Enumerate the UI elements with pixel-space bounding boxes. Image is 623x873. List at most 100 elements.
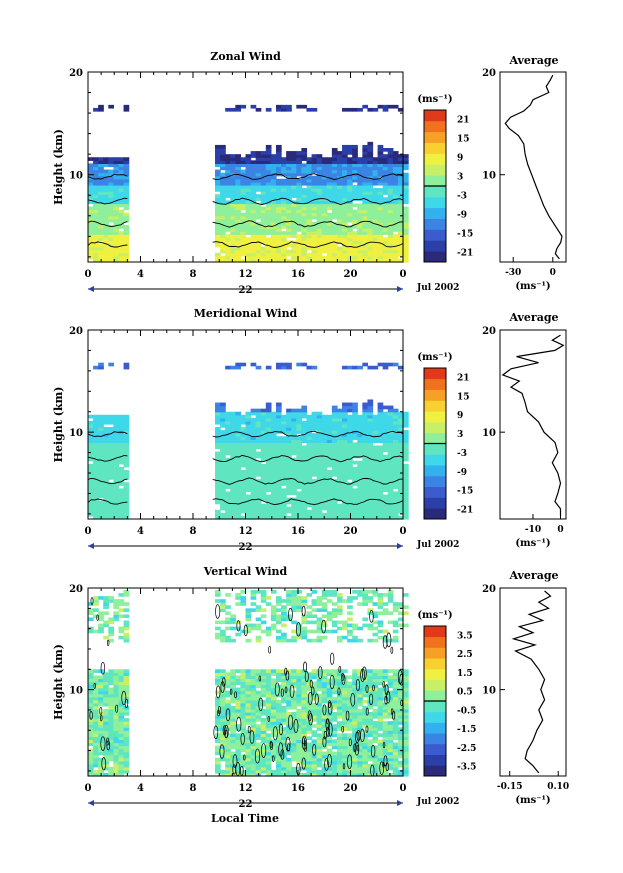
heatmap-cell [387, 512, 394, 517]
heatmap-cell [260, 215, 267, 220]
heatmap-cell [296, 681, 302, 686]
heatmap-cell [93, 473, 99, 477]
heatmap-cell [215, 699, 221, 704]
heatmap-cell [235, 593, 242, 597]
heatmap-cell [265, 476, 272, 480]
heatmap-cell [352, 469, 358, 474]
heatmap-cell [336, 635, 343, 640]
heatmap-cell [113, 163, 120, 168]
heatmap-cell [301, 252, 308, 257]
heatmap-cell [316, 763, 323, 768]
heatmap-cell [403, 249, 409, 254]
heatmap-cell [235, 166, 242, 171]
heatmap-cell [367, 515, 374, 520]
heatmap-cell [296, 448, 302, 453]
heatmap-cell [245, 206, 252, 211]
heatmap-cell [260, 614, 267, 619]
heatmap-cell [93, 488, 99, 493]
heatmap-cell [123, 635, 130, 640]
heatmap-cell [321, 690, 328, 695]
heatmap-cell [301, 212, 308, 217]
heatmap-cell [357, 760, 363, 765]
heatmap-cell [336, 669, 343, 673]
heatmap-cell [270, 221, 277, 226]
heatmap-cell [377, 243, 384, 248]
heatmap-cell [270, 228, 277, 232]
heatmap-cell [377, 494, 384, 499]
heatmap-cell [281, 708, 287, 713]
heatmap-cell [108, 485, 115, 489]
heatmap-cell [240, 225, 247, 229]
heatmap-cell [281, 623, 287, 628]
heatmap-cell [306, 188, 313, 192]
heatmap-cell [250, 163, 257, 168]
heatmap-cell [352, 209, 358, 214]
heatmap-cell [255, 255, 262, 260]
heatmap-cell [250, 742, 257, 747]
heatmap-cell [321, 457, 328, 462]
heatmap-cell [281, 693, 287, 698]
heatmap-cell [331, 590, 338, 594]
heatmap-cell [301, 681, 308, 686]
heatmap-cell [326, 718, 333, 722]
heatmap-cell [118, 742, 125, 747]
heatmap-cell [326, 231, 333, 235]
heatmap-cell [275, 157, 282, 161]
heatmap-cell [316, 506, 323, 511]
heatmap-cell [118, 491, 125, 496]
heatmap-cell [367, 469, 374, 474]
heatmap-cell [291, 234, 297, 238]
heatmap-cell [123, 678, 130, 683]
heatmap-cell [331, 258, 338, 263]
heatmap-cell [306, 485, 313, 489]
heatmap-cell [352, 742, 358, 747]
heatmap-cell [397, 249, 404, 254]
heatmap-cell [306, 727, 313, 731]
heatmap-cell [377, 181, 384, 186]
heatmap-cell [93, 485, 99, 489]
heatmap-cell [362, 476, 369, 480]
heatmap-cell [108, 718, 115, 722]
heatmap-cell [336, 485, 343, 489]
heatmap-cell [123, 748, 130, 753]
heatmap-cell [245, 172, 252, 177]
heatmap-cell [357, 469, 363, 474]
heatmap-cell [88, 451, 94, 456]
heatmap-cell [98, 715, 104, 719]
heatmap-cell [286, 197, 292, 201]
heatmap-cell [235, 104, 242, 109]
heatmap-cell [392, 246, 399, 251]
heatmap-cell [123, 509, 130, 514]
heatmap-cell [118, 669, 125, 673]
heatmap-cell [93, 228, 99, 232]
heatmap-cell [296, 246, 302, 251]
heatmap-cell [311, 200, 318, 205]
heatmap-cell [362, 181, 369, 186]
heatmap-cell [306, 693, 313, 698]
heatmap-cell [296, 454, 302, 459]
heatmap-cell [382, 442, 389, 447]
heatmap-cell [225, 194, 231, 198]
heatmap-cell [240, 457, 247, 462]
heatmap-cell [113, 181, 120, 186]
heatmap-cell [123, 206, 130, 211]
heatmap-cell [250, 166, 257, 171]
heatmap-cell [230, 730, 236, 734]
heatmap-cell [403, 255, 409, 260]
heatmap-cell [281, 255, 287, 260]
heatmap-cell [392, 184, 399, 189]
heatmap-cell [113, 500, 120, 505]
heatmap-cell [306, 466, 313, 471]
heatmap-cell [215, 445, 221, 450]
heatmap-cell [377, 506, 384, 511]
heatmap-cell [225, 169, 231, 174]
heatmap-cell [93, 687, 99, 692]
heatmap-cell [306, 675, 313, 680]
heatmap-cell [123, 684, 130, 689]
heatmap-cell [301, 632, 308, 637]
heatmap-cell [301, 620, 308, 625]
heatmap-cell [331, 491, 338, 496]
heatmap-cell [225, 512, 231, 517]
heatmap-cell [326, 617, 333, 622]
